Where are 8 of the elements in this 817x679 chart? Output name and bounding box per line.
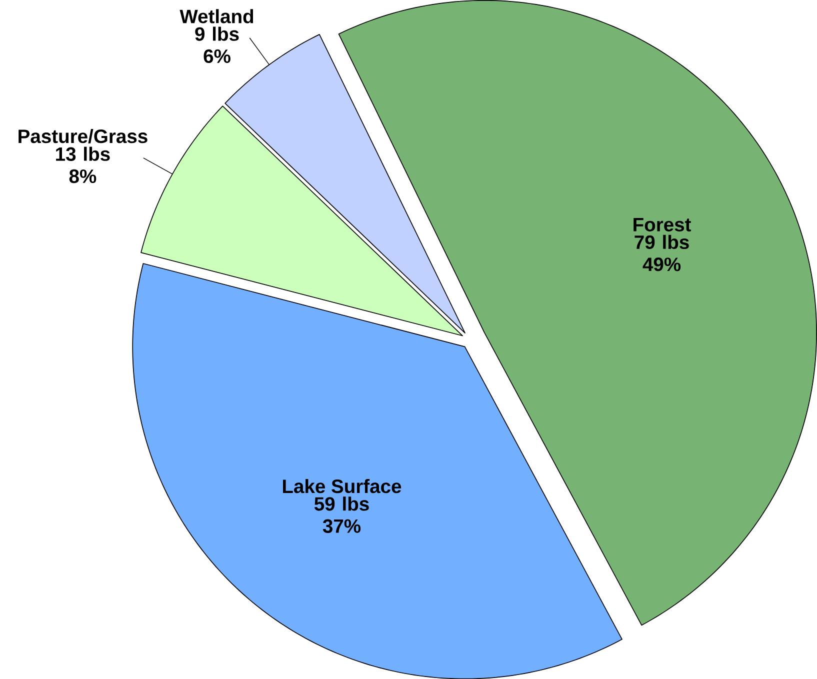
data-label: 9 lbs 6%	[195, 26, 239, 63]
slice-label: Lake Surface	[283, 478, 402, 494]
data-label: 13 lbs 8%	[56, 146, 110, 183]
data-label: 79 lbs 49%	[634, 234, 689, 272]
slice-label: Pasture/Grass	[18, 128, 148, 144]
slice-label: Wetland	[180, 8, 254, 24]
data-label: 59 lbs 37%	[314, 496, 369, 533]
slice-label: Forest	[634, 218, 692, 232]
